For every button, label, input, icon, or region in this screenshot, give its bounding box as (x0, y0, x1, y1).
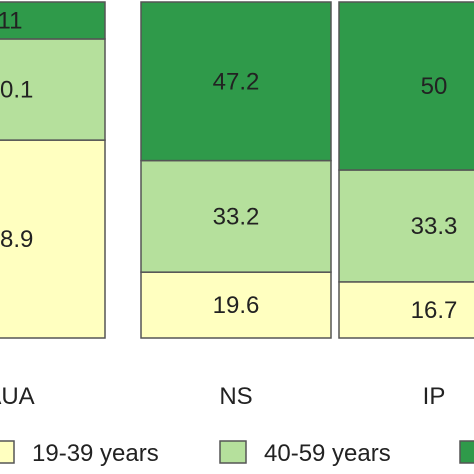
category-label-ns: NS (219, 383, 252, 410)
bar-segment-ip-2 (338, 169, 474, 283)
category-label-aua: AUA (0, 383, 35, 410)
bars-layer (0, 1, 474, 339)
bar-segment-aua-3 (0, 1, 106, 40)
data-labels-layer: 58.9 30.1 11 19.6 33.2 47.2 16.7 33.3 50 (0, 7, 457, 323)
data-label-ip-3: 50 (421, 73, 448, 100)
legend-label-1: 19-39 years (32, 440, 159, 467)
bar-segment-aua-2 (0, 38, 106, 141)
legend-swatch-3 (459, 440, 474, 464)
legend-swatch-1 (0, 440, 15, 464)
bar-segment-ns-2 (140, 159, 332, 273)
legend-label-2: 40-59 years (264, 440, 391, 467)
data-label-ip-2: 33.3 (411, 213, 458, 240)
data-label-aua-1: 58.9 (0, 226, 33, 253)
bar-segment-aua-1 (0, 139, 106, 339)
legend: 19-39 years 40-59 years (0, 440, 474, 467)
bar-segment-ip-1 (338, 281, 474, 339)
category-axis: AUA NS IP (0, 383, 445, 410)
bar-segment-ns-3 (140, 1, 332, 162)
data-label-ns-1: 19.6 (213, 292, 260, 319)
data-label-aua-2: 30.1 (0, 77, 33, 104)
data-label-ip-1: 16.7 (411, 297, 458, 324)
bar-segment-ns-1 (140, 271, 332, 339)
bar-segment-ip-3 (338, 1, 474, 171)
legend-swatch-2 (219, 440, 247, 464)
data-label-aua-3: 11 (0, 7, 22, 34)
category-label-ip: IP (423, 383, 446, 410)
data-label-ns-2: 33.2 (213, 203, 260, 230)
data-label-ns-3: 47.2 (213, 68, 260, 95)
